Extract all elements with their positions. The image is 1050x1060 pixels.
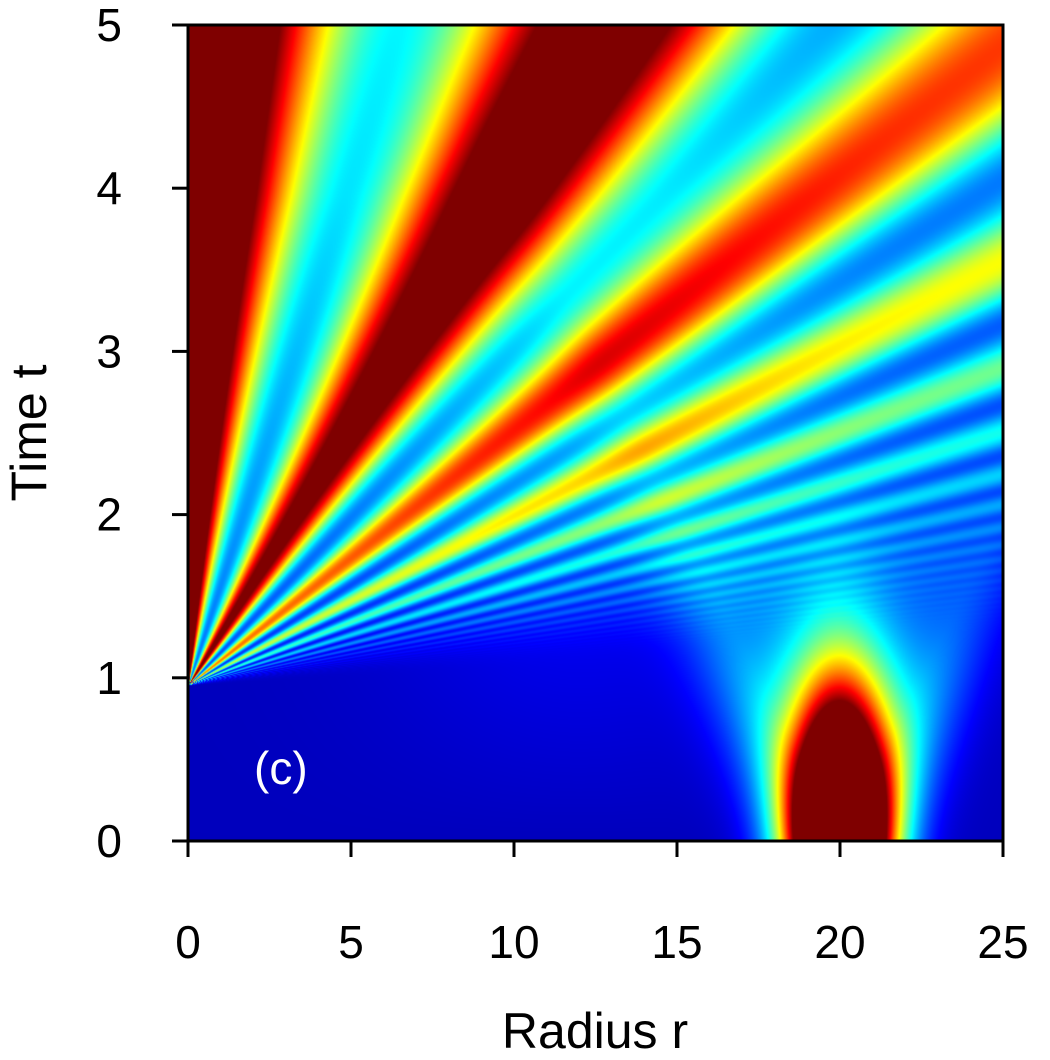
y-axis-ticks: 0 1 2 3 4 5 [96, 0, 188, 867]
y-tick-label: 5 [96, 0, 122, 51]
y-tick-label: 1 [96, 652, 122, 704]
x-tick-label: 25 [977, 916, 1028, 968]
y-tick-label: 0 [96, 815, 122, 867]
y-tick-label: 3 [96, 325, 122, 377]
x-axis-ticks: 0 5 10 15 20 25 [175, 841, 1029, 968]
y-tick-label: 2 [96, 489, 122, 541]
panel-label: (c) [254, 742, 308, 794]
x-tick-label: 5 [338, 916, 364, 968]
x-tick-label: 10 [488, 916, 539, 968]
y-axis-title: Time t [1, 364, 57, 501]
x-tick-label: 15 [651, 916, 702, 968]
heatmap-image [188, 25, 1003, 841]
y-tick-label: 4 [96, 162, 122, 214]
plot-frame [186, 23, 1005, 843]
x-tick-label: 20 [814, 916, 865, 968]
x-axis-title: Radius r [502, 1003, 688, 1059]
x-tick-label: 0 [175, 916, 201, 968]
